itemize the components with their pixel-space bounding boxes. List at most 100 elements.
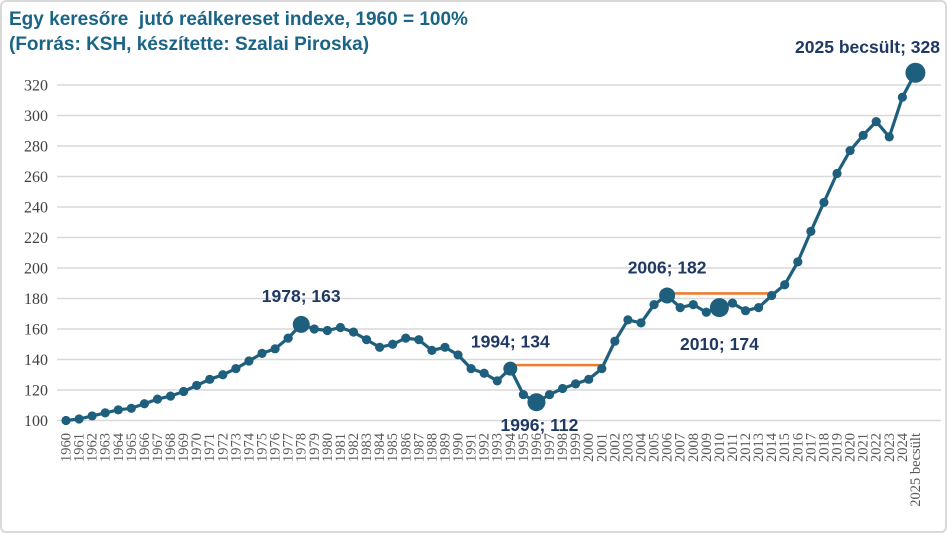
x-tick-label: 2006 [660,433,676,462]
x-tick-label: 2016 [790,433,806,462]
data-point-1990 [453,350,463,360]
x-tick-label: 1963 [98,433,114,462]
data-point-1976 [270,344,280,354]
data-point-2004 [636,318,646,328]
x-tick-label: 1978 [294,433,310,462]
x-tick-label: 1973 [228,433,244,462]
data-point-1967 [152,394,163,404]
x-tick-label: 1988 [424,433,440,462]
data-point-1988 [427,345,437,355]
data-point-1981 [335,322,346,333]
data-point-1975 [257,348,267,358]
data-point-1965 [126,403,136,413]
x-tick-label: 1971 [202,433,218,462]
x-tick-label: 1997 [542,433,558,462]
data-point-1972 [218,370,228,380]
x-tick-label: 2012 [738,433,754,462]
data-point-2011 [727,298,738,308]
x-tick-label: 2002 [607,433,623,462]
x-tick-label: 1972 [215,433,231,462]
x-tick-label: 1976 [268,433,284,462]
annotation-label: 1994; 134 [471,332,550,352]
data-point-2019 [832,168,842,179]
data-point-2006 [659,287,676,304]
x-tick-label: 1965 [124,433,140,462]
x-tick-label: 2014 [764,432,780,462]
x-tick-label: 1985 [385,433,401,462]
x-tick-label: 2022 [869,433,885,462]
data-point-1982 [348,327,359,337]
x-tick-label: 1962 [85,433,101,462]
x-tick-label: 1980 [320,433,336,462]
x-tick-label: 2017 [803,433,819,462]
data-point-2020 [845,145,855,156]
data-point-2016 [793,257,803,267]
data-point-2001 [597,364,607,374]
chart-subtitle: (Forrás: KSH, készítette: Szalai Piroska… [9,34,370,55]
x-tick-label: 2008 [686,433,702,462]
x-tick-label: 1987 [411,433,427,462]
data-point-1999 [571,379,581,389]
data-point-2003 [623,315,633,325]
data-point-1992 [479,368,489,378]
x-tick-label: 2009 [699,433,715,462]
x-tick-label: 1996 [529,433,545,462]
x-tick-label: 1977 [281,433,297,462]
x-tick-label: 2003 [620,433,636,462]
data-point-1993 [492,376,502,386]
data-point-2014 [767,290,777,301]
x-tick-label: 2011 [725,433,741,461]
x-tick-label: 1975 [255,433,271,462]
y-tick-label: 300 [24,108,48,125]
x-tick-label: 1960 [59,433,75,462]
x-tick-label: 1989 [437,433,453,462]
data-point-2005 [649,300,659,310]
data-point-2023 [884,132,894,142]
data-point-2017 [806,226,816,236]
x-tick-label: 1966 [137,433,153,462]
data-point-2021 [858,130,868,140]
chart-title: Egy keresőre jutó reálkereset indexe, 19… [9,9,468,30]
y-tick-label: 220 [24,230,48,247]
data-point-1961 [74,414,84,424]
x-tick-label: 1967 [150,433,166,462]
y-tick-label: 140 [24,352,48,369]
data-point-2009 [701,307,711,317]
data-point-2002 [610,336,620,346]
data-point-1970 [192,380,202,391]
data-point-1969 [179,386,189,397]
x-tick-label: 2019 [830,433,846,462]
x-tick-label: 1982 [346,433,362,462]
x-tick-label: 1999 [568,433,584,462]
data-point-1989 [440,342,450,352]
x-tick-label: 2005 [647,433,663,462]
x-tick-label: 1993 [490,433,506,462]
x-tick-label: 1970 [189,433,205,462]
data-point-2007 [675,303,685,313]
x-tick-label: 1991 [464,433,480,462]
data-point-2024 [897,92,907,102]
data-point-1962 [87,411,97,421]
data-point-1980 [322,325,332,336]
data-point-1974 [244,356,254,366]
x-tick-label: 1968 [163,433,179,462]
series-line [64,71,918,423]
x-tick-label: 2021 [856,433,872,462]
y-tick-label: 320 [24,78,48,95]
data-point-1997 [544,389,555,400]
data-point-1964 [113,405,123,415]
x-tick-label: 1983 [359,433,375,462]
y-tick-label: 180 [24,291,48,308]
data-point-2015 [780,280,790,290]
data-point-1966 [139,399,150,409]
data-point-1977 [283,333,293,343]
data-point-1971 [205,374,215,384]
x-tick-label: 1990 [451,433,467,462]
x-tick-label: 1994 [503,432,519,462]
data-point-1963 [100,408,110,418]
x-tick-label: 1986 [398,433,414,462]
y-tick-label: 160 [24,322,48,339]
x-tick-label: 2013 [751,433,767,462]
chart-header: Egy keresőre jutó reálkereset indexe, 19… [9,7,468,57]
x-tick-label: 1995 [516,433,532,462]
